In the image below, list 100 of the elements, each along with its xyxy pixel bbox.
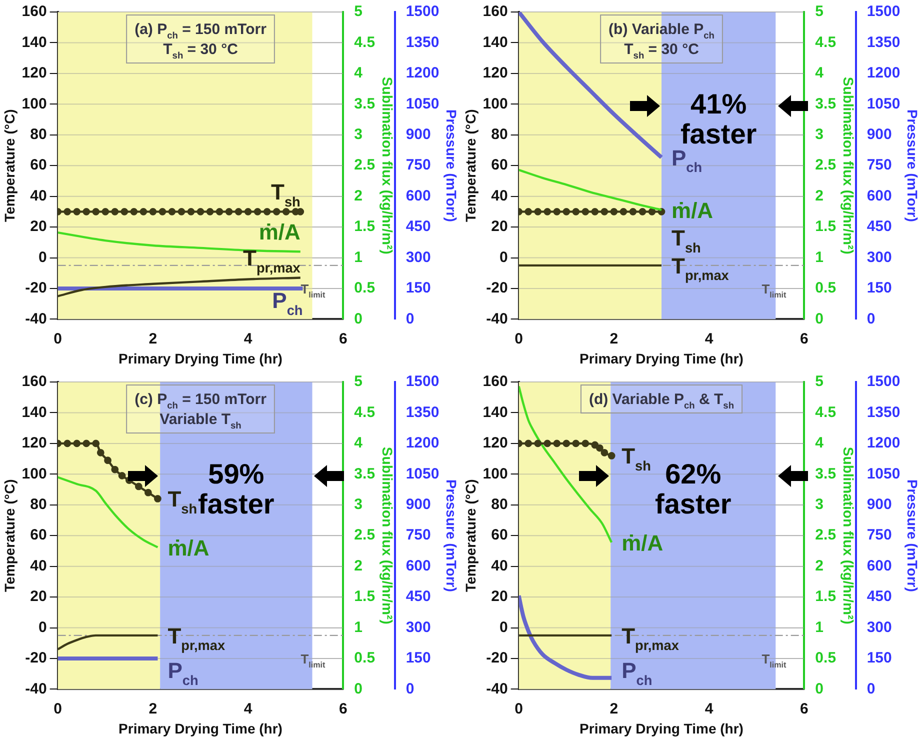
y-tick-label: 20: [491, 218, 508, 236]
y-tick-label: 60: [30, 526, 47, 544]
y3-tick-label: 750: [866, 526, 892, 544]
y3-tick-label: 600: [866, 187, 892, 204]
y2-tick-label: 3.5: [354, 465, 376, 482]
y-tick-label: 0: [38, 248, 47, 266]
y3-tick-label: 1200: [406, 64, 440, 82]
y2-tick-label: 0: [354, 310, 363, 328]
y2-tick-label: 1: [815, 618, 824, 636]
y3-tick-label: 0: [866, 680, 876, 698]
x-tick-label: 2: [610, 700, 618, 718]
y3-axis-title: Pressure (mTorr): [904, 479, 921, 592]
y-tick-label: 120: [482, 64, 508, 82]
y2-tick-label: 5: [815, 3, 824, 20]
y2-axis-title: Sublimation flux (kg/hr/m²): [380, 446, 396, 624]
x-tick-label: 6: [339, 330, 348, 348]
x-tick-label: 4: [244, 700, 253, 718]
y3-tick-label: 0: [406, 310, 414, 328]
y2-axis-title: Sublimation flux (kg/hr/m²): [840, 446, 857, 624]
series-label: ṁ/A: [622, 530, 664, 556]
y3-tick-label: 300: [866, 618, 892, 636]
y2-tick-label: 0.5: [815, 280, 836, 297]
y-tick-label: 100: [22, 95, 47, 112]
y2-axis-title: Sublimation flux (kg/hr/m²): [840, 76, 857, 254]
y-tick-label: 80: [30, 496, 47, 514]
band-label: 62% faster: [655, 458, 732, 520]
y-tick-label: 40: [30, 557, 47, 574]
y3-tick-label: 150: [866, 280, 892, 297]
y2-tick-label: 1: [354, 248, 363, 266]
y3-tick-label: 150: [406, 280, 431, 297]
y-tick-label: 40: [491, 187, 508, 204]
y2-tick-label: 2: [354, 187, 363, 204]
y-tick-label: -40: [25, 310, 47, 328]
y3-tick-label: 750: [406, 156, 431, 174]
y2-tick-label: 0: [815, 310, 824, 328]
y-tick-label: 140: [22, 404, 47, 421]
y3-tick-label: 1350: [866, 34, 900, 51]
y-tick-label: 100: [482, 465, 508, 482]
y3-tick-label: 150: [406, 650, 431, 667]
y3-tick-label: 600: [406, 187, 431, 204]
y-tick-label: 20: [491, 588, 508, 606]
y2-tick-label: 2: [354, 557, 363, 574]
y2-tick-label: 2.5: [354, 526, 376, 544]
y3-tick-label: 150: [866, 650, 892, 667]
y3-tick-label: 600: [406, 557, 431, 574]
y-tick-label: 160: [22, 3, 47, 20]
y2-tick-label: 3.5: [354, 95, 376, 112]
y3-tick-label: 1050: [866, 465, 900, 482]
y-tick-label: -40: [25, 680, 47, 698]
y2-tick-label: 4.5: [354, 34, 376, 51]
y2-tick-label: 1: [354, 618, 363, 636]
y2-tick-label: 2.5: [815, 526, 836, 544]
y3-axis-title: Pressure (mTorr): [904, 109, 921, 222]
y-axis-title: Temperature (°C): [462, 479, 478, 592]
y3-tick-label: 1350: [866, 404, 900, 421]
y-tick-label: 0: [38, 618, 47, 636]
y-tick-label: -20: [486, 650, 508, 667]
y3-tick-label: 900: [866, 126, 892, 144]
x-tick-label: 4: [704, 330, 714, 348]
y2-tick-label: 1.5: [815, 218, 836, 236]
y-axis-title: Temperature (°C): [462, 109, 478, 222]
y2-tick-label: 3: [815, 496, 824, 514]
y2-tick-label: 0.5: [815, 650, 836, 667]
y3-tick-label: 1050: [406, 95, 440, 112]
y2-tick-label: 0.5: [354, 650, 376, 667]
y3-tick-label: 1500: [866, 373, 900, 390]
y2-tick-label: 2.5: [354, 156, 376, 174]
y3-tick-label: 1200: [866, 64, 900, 82]
y-tick-label: 120: [482, 434, 508, 452]
y-tick-label: 60: [491, 156, 508, 174]
y3-tick-label: 300: [406, 248, 431, 266]
y2-tick-label: 4: [815, 434, 824, 452]
y-tick-label: -20: [25, 280, 47, 297]
x-axis-title: Primary Drying Time (hr): [580, 720, 744, 736]
y3-tick-label: 750: [866, 156, 892, 174]
x-tick-label: 6: [800, 700, 808, 718]
y-axis-title: Temperature (°C): [1, 479, 18, 592]
series-label: ṁ/A: [672, 198, 714, 223]
y3-tick-label: 450: [406, 218, 431, 236]
x-tick-label: 0: [54, 700, 62, 718]
y2-tick-label: 1.5: [815, 588, 836, 606]
y3-tick-label: 900: [406, 126, 431, 144]
x-axis-title: Primary Drying Time (hr): [580, 350, 744, 366]
x-axis-title: Primary Drying Time (hr): [118, 350, 282, 366]
y3-tick-label: 1350: [406, 34, 440, 51]
band-label: 41% faster: [680, 88, 757, 150]
y3-tick-label: 900: [866, 496, 892, 514]
y3-tick-label: 0: [406, 680, 414, 698]
y3-tick-label: 0: [866, 310, 876, 328]
y-tick-label: 20: [30, 588, 47, 606]
y-tick-label: 160: [482, 3, 508, 20]
series-label: ṁ/A: [168, 535, 210, 560]
band-label: 59% faster: [198, 458, 274, 520]
y-tick-label: 40: [30, 187, 47, 204]
y-tick-label: 140: [482, 34, 508, 51]
y2-tick-label: 0: [815, 680, 824, 698]
x-tick-label: 2: [610, 330, 618, 348]
x-tick-label: 0: [514, 330, 523, 348]
y3-tick-label: 1350: [406, 404, 440, 421]
y2-tick-label: 3: [354, 126, 363, 144]
